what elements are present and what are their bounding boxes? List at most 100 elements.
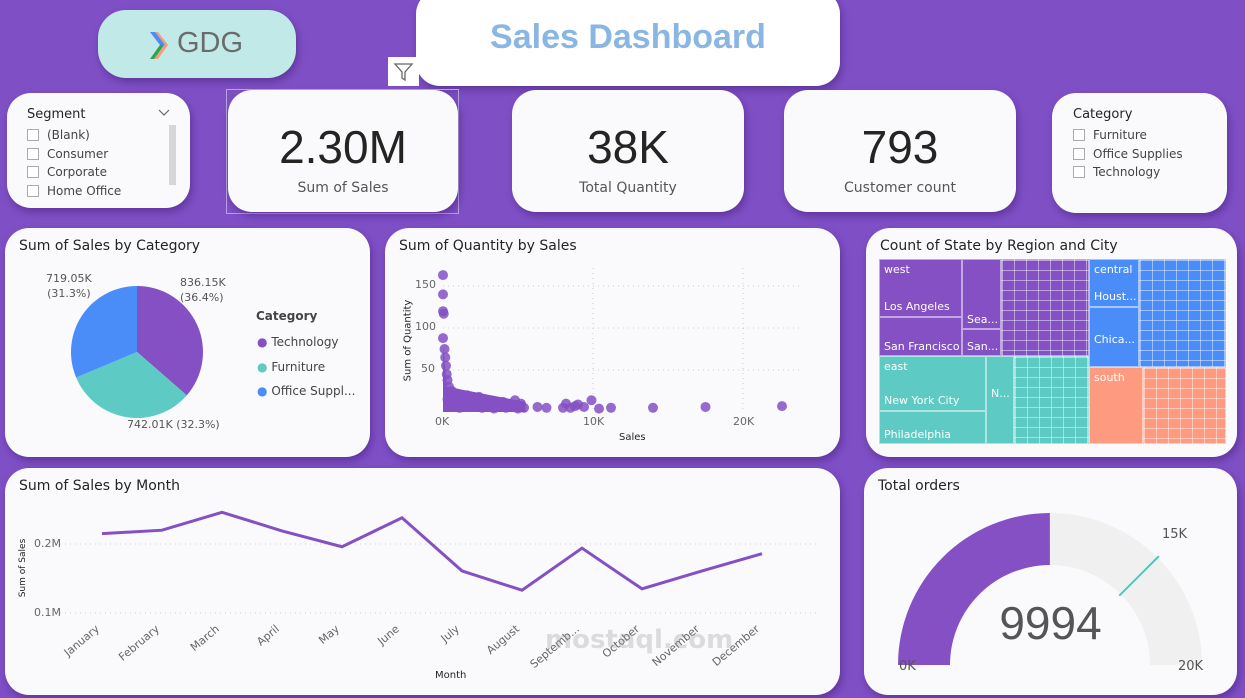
scatter-point[interactable] (594, 403, 604, 414)
legend-title: Category (256, 309, 318, 323)
checkbox[interactable] (27, 147, 39, 160)
treemap-cell[interactable]: San Francisco (879, 317, 962, 356)
x-tick: May (316, 622, 342, 647)
title-box: Sales Dashboard (416, 0, 840, 86)
x-tick: April (254, 622, 282, 648)
treemap-cell[interactable]: Philadelphia (879, 411, 986, 444)
scatter-point[interactable] (454, 402, 465, 413)
treemap-cell-group[interactable] (1139, 259, 1226, 367)
city-label: Philadelphia (884, 428, 952, 441)
scatter-point[interactable] (438, 333, 448, 344)
scrollbar[interactable] (169, 125, 176, 185)
slicer-title: Category (1073, 107, 1133, 122)
scatter-point[interactable] (532, 401, 543, 412)
segment-slicer[interactable]: Segment (Blank) Consumer Corporate Home … (7, 93, 190, 208)
filter-icon (393, 63, 414, 82)
gauge-chart (898, 513, 1202, 665)
pie-slice-furniture[interactable] (76, 352, 187, 418)
category-option[interactable]: Office Supplies (1073, 145, 1183, 164)
gauge-min: 0K (899, 659, 916, 674)
y-axis-label: Sum of Sales (18, 538, 28, 598)
gdg-logo: GDG (98, 10, 296, 78)
treemap-region-central[interactable]: central Houst... (1089, 259, 1139, 307)
treemap-cell[interactable]: San... (962, 329, 1001, 356)
pie-label-technology: 836.15K (36.4%) (180, 276, 226, 304)
gauge-fill (898, 513, 1050, 665)
legend-label: Furniture (271, 359, 326, 374)
sales-line[interactable] (101, 510, 763, 592)
scatter-point[interactable] (606, 402, 616, 413)
kpi-selection-frame (226, 89, 459, 214)
checkbox[interactable] (27, 129, 39, 142)
category-option[interactable]: Furniture (1073, 126, 1183, 145)
scatter-point[interactable] (586, 395, 597, 406)
category-option[interactable]: Technology (1073, 163, 1183, 182)
treemap-region-west[interactable]: west Los Angeles (879, 259, 962, 317)
option-label: Corporate (47, 165, 107, 180)
scatter-point[interactable] (438, 289, 448, 300)
scatter-point[interactable] (519, 402, 529, 413)
option-label: (Blank) (47, 128, 90, 143)
y-tick: 0.2M (34, 537, 61, 550)
legend-item-office-supplies[interactable]: ● Office Suppl... (257, 384, 356, 398)
treemap-cell-group[interactable] (1001, 259, 1089, 356)
segment-option[interactable]: Corporate (27, 163, 121, 182)
scatter-point[interactable] (448, 391, 459, 402)
treemap-card: Count of State by Region and City west Lo… (866, 228, 1237, 457)
checkbox[interactable] (1073, 147, 1085, 160)
kpi-label: Customer count (844, 180, 956, 196)
checkbox[interactable] (1073, 129, 1085, 142)
scatter-card: Sum of Quantity by Sales 0K 10K 20K 50 1… (385, 228, 840, 457)
y-axis-label: Sum of Quantity (402, 299, 414, 382)
segment-option[interactable]: Consumer (27, 145, 121, 164)
segment-option[interactable]: (Blank) (27, 126, 121, 145)
chart-title: Count of State by Region and City (880, 238, 1118, 254)
treemap-cell[interactable]: Sea... (962, 259, 1001, 329)
scatter-point[interactable] (438, 270, 448, 281)
checkbox[interactable] (27, 166, 39, 179)
treemap-cell-group[interactable] (1143, 367, 1226, 444)
option-label: Home Office (47, 183, 122, 198)
scatter-point[interactable] (700, 401, 711, 412)
chart-title: Sum of Quantity by Sales (399, 238, 577, 254)
x-tick: January (61, 622, 102, 660)
category-slicer[interactable]: Category Furniture Office Supplies Techn… (1052, 93, 1227, 213)
pie-label-office: 719.05K (31.3%) (46, 272, 92, 300)
option-label: Furniture (1093, 128, 1147, 143)
chevron-down-icon[interactable] (157, 108, 171, 118)
filter-button[interactable] (388, 57, 419, 86)
x-tick: March (188, 622, 222, 654)
pie-slice-office-supplies[interactable] (70, 286, 137, 378)
treemap-region-south[interactable]: south (1089, 367, 1143, 444)
scatter-point[interactable] (438, 308, 449, 319)
treemap-cell[interactable]: N... (986, 356, 1014, 444)
scatter-point[interactable] (579, 401, 589, 412)
checkbox[interactable] (27, 184, 39, 197)
scatter-point[interactable] (777, 401, 787, 412)
treemap-cell-group[interactable] (1014, 356, 1089, 444)
legend-item-technology[interactable]: ● Technology (257, 335, 339, 349)
treemap-region-east[interactable]: east New York City (879, 356, 986, 411)
pie-slice-technology[interactable] (137, 286, 204, 396)
region-label: west (884, 263, 910, 276)
legend-item-furniture[interactable]: ● Furniture (257, 359, 326, 374)
scatter-point[interactable] (441, 360, 451, 371)
legend-label: Technology (271, 335, 339, 349)
scatter-point[interactable] (440, 352, 451, 363)
segment-option[interactable]: Home Office (27, 182, 121, 201)
city-label: Houst... (1094, 290, 1137, 303)
treemap: west Los Angeles San Francisco Sea... San… (879, 259, 1226, 444)
scatter-point[interactable] (541, 402, 552, 413)
gauge-value: 9994 (999, 597, 1102, 649)
scatter-point[interactable] (465, 398, 475, 409)
checkbox[interactable] (1073, 166, 1085, 179)
pie-card: Sum of Sales by Category 836.15K (36.4%)… (5, 228, 370, 457)
pie-chart (70, 286, 204, 418)
kpi-label: Total Quantity (579, 180, 677, 196)
scatter-point[interactable] (439, 344, 450, 354)
chart-title: Sum of Sales by Category (19, 238, 201, 254)
scatter-point[interactable] (648, 402, 658, 413)
pie-label-furniture: 742.01K (32.3%) (127, 418, 220, 431)
treemap-cell[interactable]: Chica... (1089, 307, 1139, 367)
option-label: Office Supplies (1093, 146, 1183, 161)
